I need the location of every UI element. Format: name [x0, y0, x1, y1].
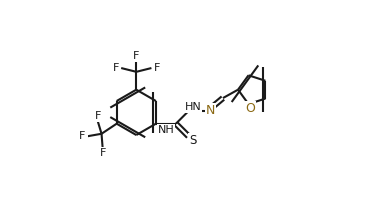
- Text: S: S: [189, 134, 196, 147]
- Text: NH: NH: [157, 125, 174, 135]
- Text: F: F: [133, 51, 139, 61]
- Text: F: F: [95, 111, 101, 121]
- Text: F: F: [154, 63, 160, 73]
- Text: O: O: [245, 102, 255, 115]
- Text: F: F: [79, 131, 85, 141]
- Text: F: F: [100, 148, 106, 158]
- Text: HN: HN: [185, 102, 201, 112]
- Text: N: N: [206, 104, 215, 117]
- Text: F: F: [113, 63, 119, 73]
